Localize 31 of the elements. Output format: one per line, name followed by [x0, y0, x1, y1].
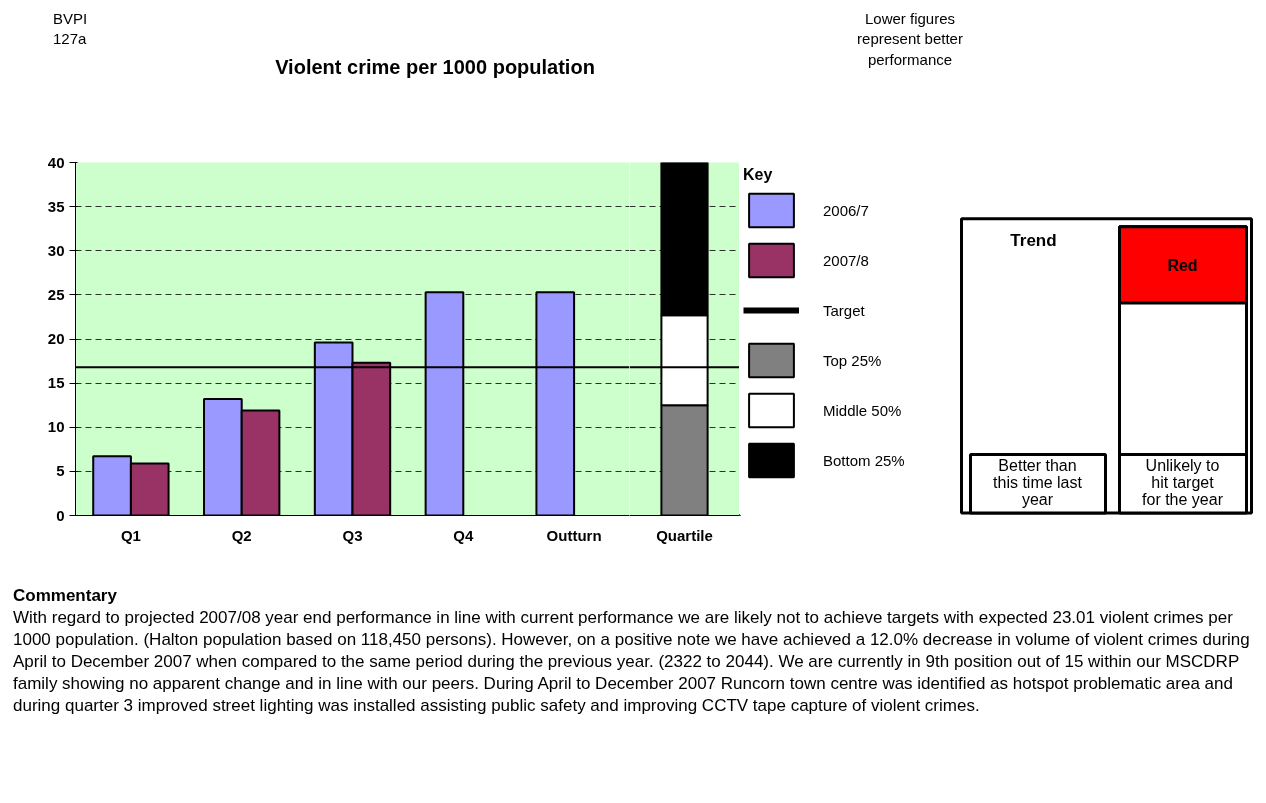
y-tick-label: 0	[56, 506, 65, 524]
text: Trend	[1010, 230, 1057, 250]
text: Better than this time last year	[993, 457, 1083, 508]
legend-label: Bottom 25%	[823, 450, 905, 471]
legend-title: Key	[743, 166, 774, 184]
chart-title: Violent crime per 1000 population	[275, 55, 595, 80]
y-tick-label: 15	[47, 374, 65, 392]
text: BVPI 127a	[53, 9, 88, 50]
y-tick-label: 30	[47, 241, 65, 259]
x-tick-label: Q1	[120, 526, 141, 544]
text: Unlikely to hit target for the year	[1142, 457, 1224, 508]
text: Red	[1167, 256, 1198, 274]
x-tick-label: Q4	[453, 526, 474, 544]
legend-label: Top 25%	[823, 350, 882, 371]
legend-label: 2006/7	[823, 200, 869, 221]
legend-label: Target	[823, 300, 865, 321]
x-tick-label: Q3	[342, 526, 363, 544]
text: With regard to projected 2007/08 year end performance in line with current performance we are likely not to achieve targets with expected 23.01 violent crimes per 1000 population. (Halton population based on 118,450 persons). However, on a positive note we have achieved a 12.0% decrease in volume of violent crimes during April to December 2007 when compared to the same period during the previous year. (2322 to 2044). We are currently in 9th position out of 15 within our MSCDRP family showing no apparent change and in line with our peers. During April to December 2007 Runcorn town centre was identified as hotspot problematic area and during quarter 3 improved street lighting was installed assisting public safety and improving CCTV tape capture of violent crimes.	[13, 607, 1251, 718]
y-tick-label: 5	[56, 462, 65, 480]
x-tick-label: Q2	[231, 526, 252, 544]
legend-label: Middle 50%	[823, 400, 902, 421]
x-tick-label: Outturn	[546, 526, 602, 544]
y-tick-label: 35	[47, 197, 65, 215]
x-tick-label: Quartile	[656, 526, 713, 544]
y-tick-label: 20	[47, 330, 65, 347]
text: Lower figures represent better performance	[857, 9, 963, 70]
legend-label: 2007/8	[823, 250, 869, 271]
y-tick-label: 40	[47, 153, 65, 171]
y-tick-label: 25	[47, 285, 65, 303]
text: Commentary	[13, 585, 118, 607]
y-tick-label: 10	[47, 418, 65, 436]
